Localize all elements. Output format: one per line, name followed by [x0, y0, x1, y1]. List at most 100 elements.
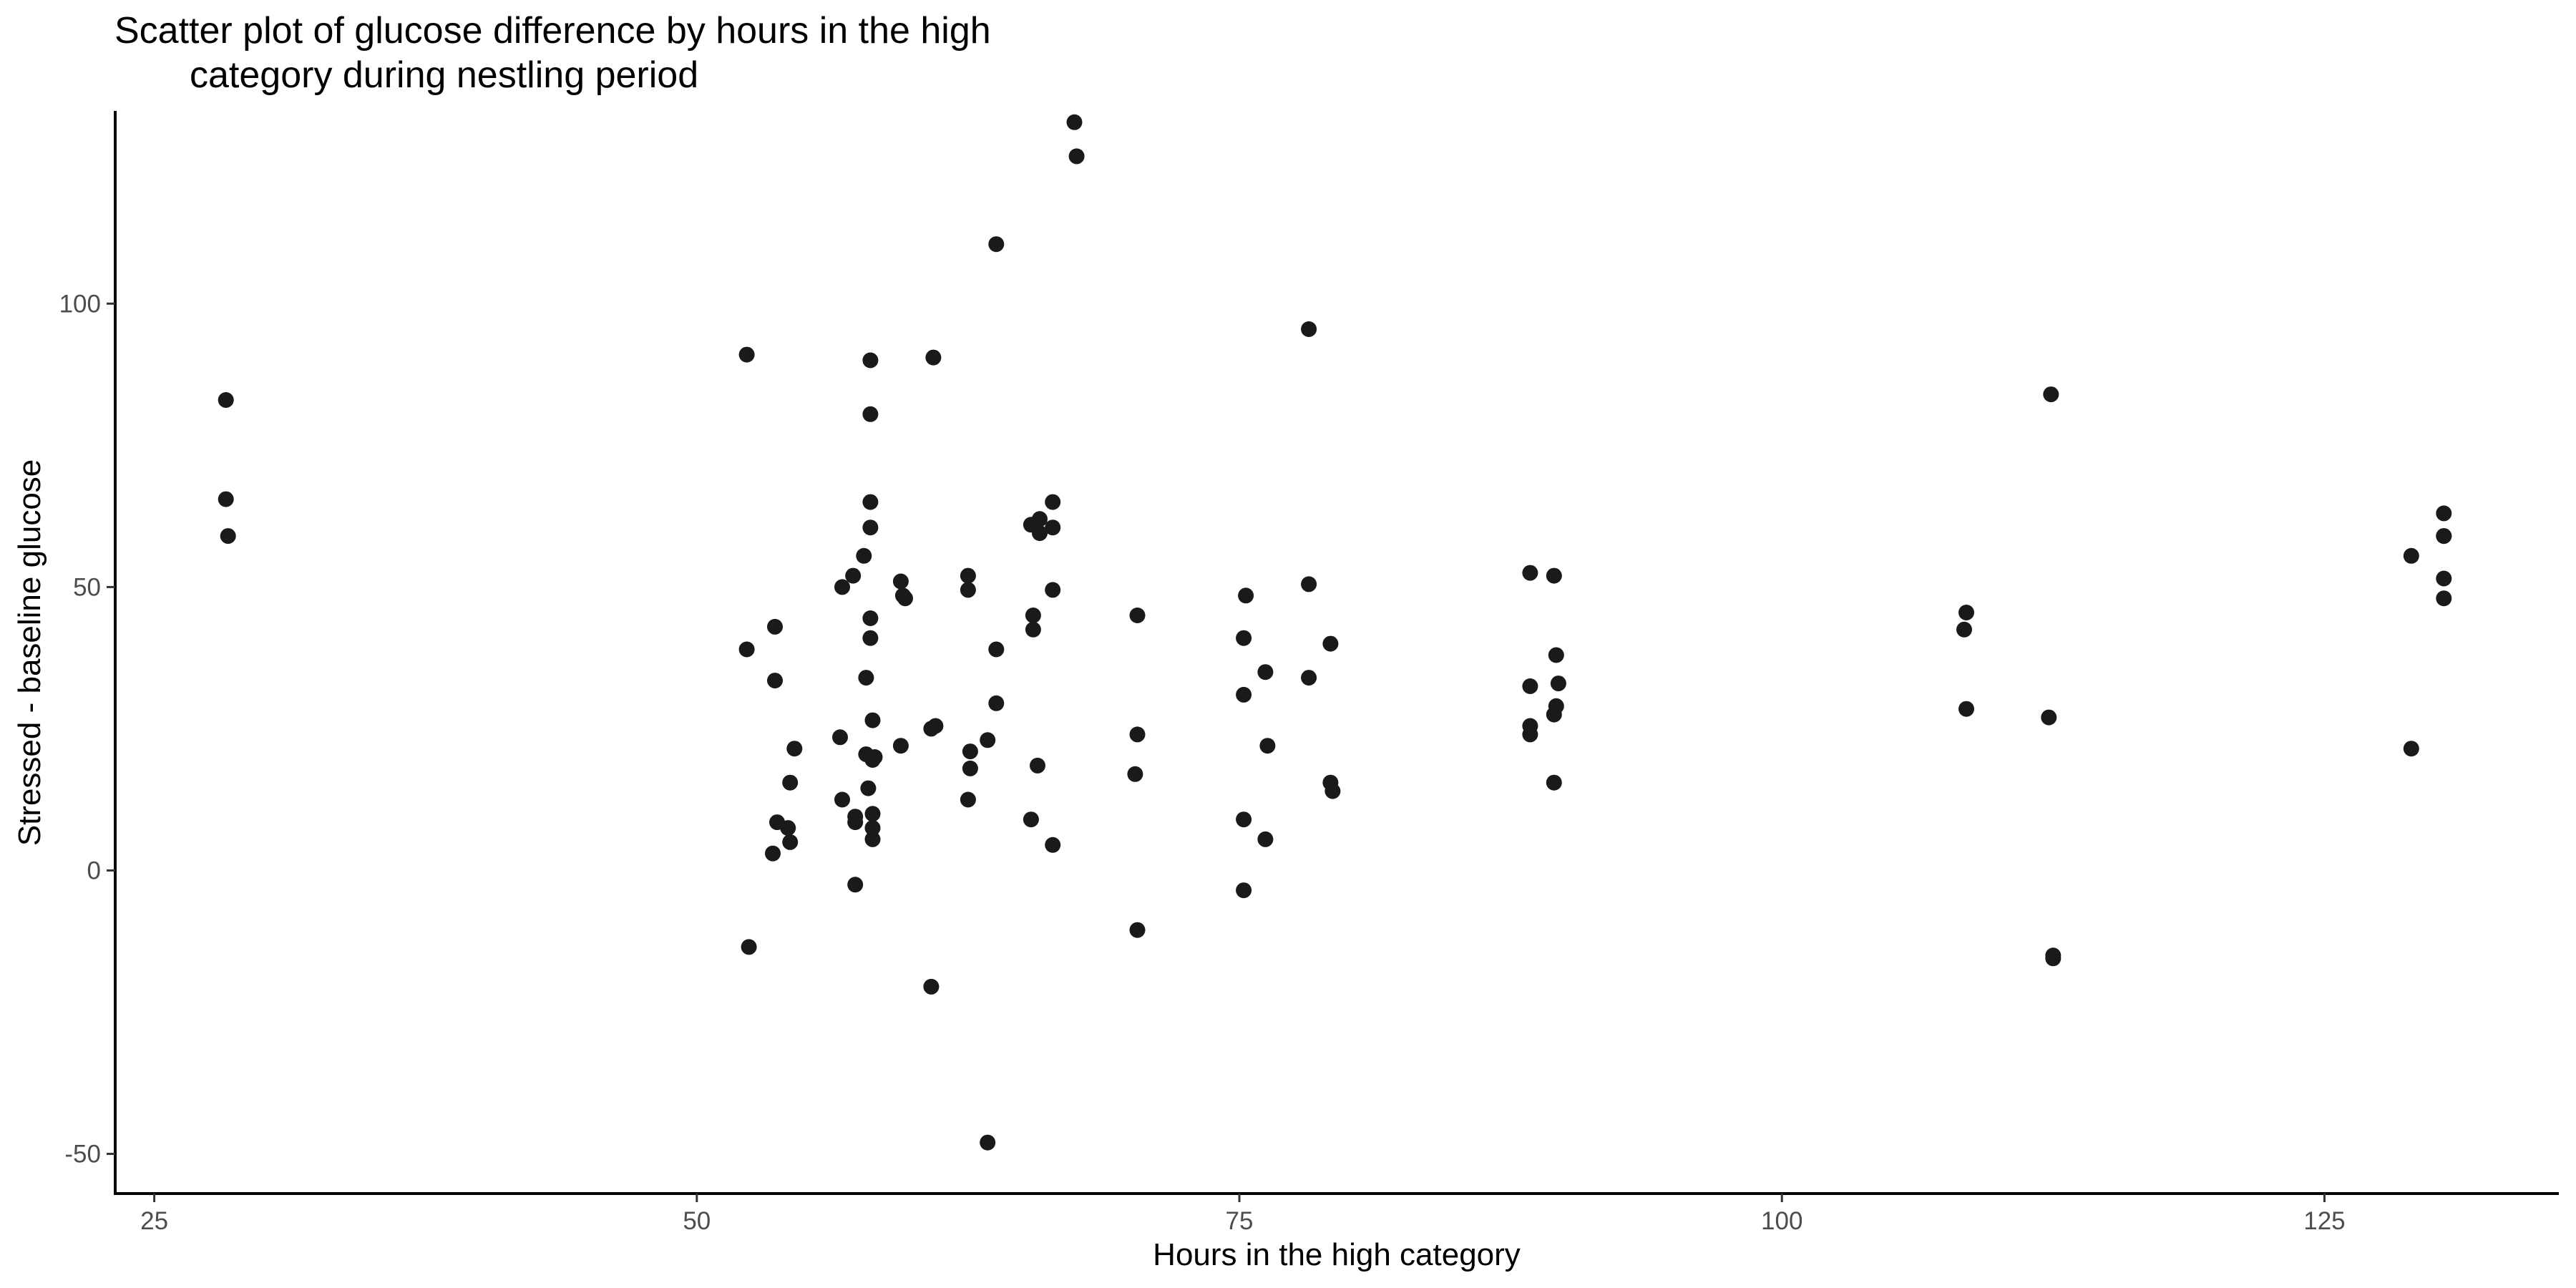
data-point-64	[1045, 582, 1061, 598]
data-point-17	[845, 567, 862, 584]
data-point-24	[860, 780, 877, 796]
data-point-46	[960, 582, 976, 598]
data-point-29	[862, 610, 879, 626]
data-point-65	[1045, 836, 1061, 853]
data-point-99	[2043, 386, 2059, 403]
data-point-54	[988, 695, 1005, 711]
data-point-91	[1548, 647, 1564, 663]
data-point-14	[832, 729, 848, 746]
data-point-43	[923, 978, 940, 995]
data-point-108	[2436, 570, 2452, 587]
y-tick-label-50: 50	[73, 573, 101, 601]
data-point-97	[1956, 621, 1972, 638]
y-axis-title: Stressed - baseline glucose	[12, 459, 47, 847]
data-point-44	[927, 718, 944, 734]
data-point-53	[988, 641, 1005, 658]
x-tick-label-125: 125	[2303, 1207, 2345, 1235]
x-tick-label-100: 100	[1761, 1207, 1802, 1235]
chart-title-line-2: category during nestling period	[190, 54, 698, 96]
data-point-78	[1259, 738, 1276, 754]
data-point-76	[1236, 882, 1252, 899]
data-point-109	[2436, 590, 2452, 607]
data-point-6	[765, 845, 781, 862]
data-point-94	[1546, 706, 1562, 723]
data-point-100	[2041, 709, 2057, 726]
data-point-80	[1301, 321, 1317, 337]
data-point-68	[1129, 608, 1146, 623]
data-point-5	[741, 939, 757, 955]
data-point-67	[1068, 148, 1085, 165]
data-point-37	[892, 573, 909, 590]
data-point-34	[864, 820, 881, 836]
y-tick-label-0: 0	[87, 857, 101, 884]
data-point-8	[767, 673, 783, 689]
x-tick-label-50: 50	[683, 1207, 711, 1235]
data-point-21	[856, 547, 872, 564]
data-point-25	[862, 352, 879, 369]
data-point-98	[1958, 701, 1974, 717]
data-point-11	[782, 774, 799, 791]
data-point-2	[220, 528, 236, 545]
data-point-16	[834, 791, 850, 808]
data-point-95	[1546, 774, 1562, 791]
data-point-50	[980, 732, 996, 748]
data-point-41	[925, 349, 942, 366]
data-point-74	[1236, 686, 1252, 703]
data-point-89	[1522, 726, 1538, 743]
data-point-73	[1236, 630, 1252, 646]
data-point-30	[862, 630, 879, 646]
data-point-77	[1257, 664, 1274, 680]
data-point-90	[1546, 567, 1562, 584]
data-point-102	[2045, 950, 2062, 967]
data-point-47	[962, 743, 978, 760]
data-point-63	[1045, 519, 1061, 536]
data-point-27	[862, 494, 879, 510]
chart-title-line-1: Scatter plot of glucose difference by ho…	[114, 10, 991, 52]
data-point-10	[780, 820, 796, 836]
data-point-1	[218, 491, 234, 507]
data-point-66	[1066, 114, 1083, 130]
data-point-107	[2436, 528, 2452, 545]
data-point-83	[1322, 635, 1339, 652]
data-point-104	[2403, 741, 2419, 757]
data-point-105	[2436, 505, 2452, 522]
data-point-69	[1129, 726, 1146, 743]
data-point-82	[1301, 670, 1317, 686]
data-point-75	[1236, 811, 1252, 828]
data-point-45	[960, 567, 976, 584]
data-point-86	[1522, 565, 1538, 581]
x-axis-ticks: 25 50 75 100 125	[140, 1194, 2346, 1235]
data-point-36	[867, 749, 883, 765]
data-point-85	[1324, 783, 1341, 799]
data-point-71	[1129, 922, 1146, 938]
data-point-40	[897, 590, 913, 607]
data-point-96	[1958, 605, 1974, 620]
data-point-56	[1025, 608, 1041, 623]
data-point-38	[892, 738, 909, 754]
data-point-59	[1032, 511, 1048, 527]
data-point-79	[1257, 831, 1274, 847]
data-point-13	[786, 741, 803, 757]
data-point-51	[980, 1134, 996, 1151]
data-point-19	[847, 814, 864, 831]
data-point-60	[1032, 525, 1048, 542]
data-point-4	[738, 641, 755, 658]
data-point-72	[1238, 587, 1254, 604]
data-point-57	[1025, 621, 1041, 638]
x-tick-label-75: 75	[1226, 1207, 1254, 1235]
y-tick-label-100: 100	[59, 290, 101, 318]
data-points	[218, 114, 2452, 1151]
data-point-35	[864, 831, 881, 847]
data-point-12	[782, 834, 799, 850]
data-point-70	[1127, 766, 1143, 782]
data-point-61	[1030, 757, 1045, 774]
data-point-0	[218, 392, 234, 408]
data-point-92	[1550, 675, 1566, 692]
data-point-3	[738, 346, 755, 363]
y-tick-label--50: -50	[64, 1141, 101, 1169]
data-point-31	[864, 712, 881, 728]
data-point-52	[988, 236, 1005, 253]
data-point-26	[862, 406, 879, 422]
